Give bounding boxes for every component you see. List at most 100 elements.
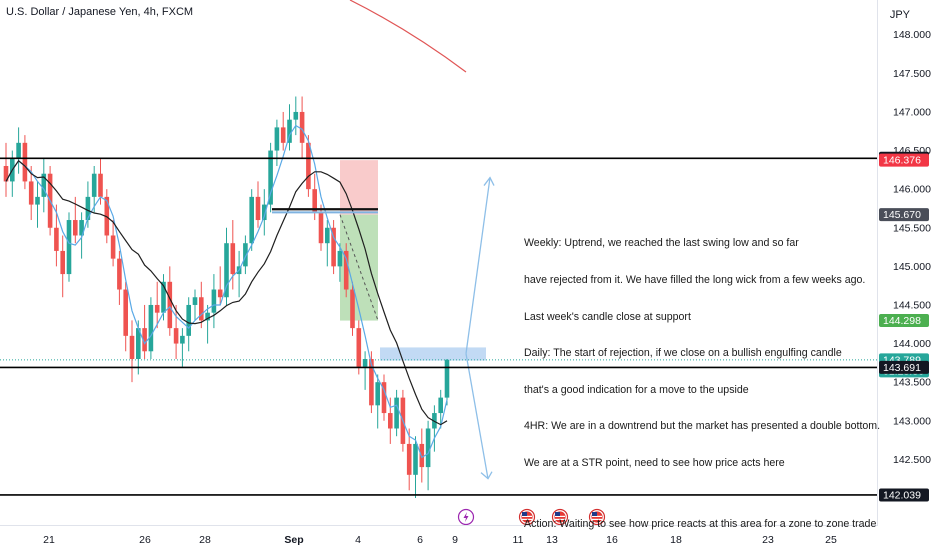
- price-label[interactable]: 143.691: [879, 360, 929, 374]
- candle[interactable]: [16, 142, 21, 159]
- slow-moving-average: [5, 159, 448, 426]
- candle[interactable]: [66, 220, 72, 275]
- trade-annotation[interactable]: Weekly: Uptrend, we reached the last swi…: [524, 213, 880, 542]
- annotation-line: have rejected from it. We have filled th…: [524, 274, 866, 287]
- candle[interactable]: [318, 212, 324, 244]
- arrow-down-icon: [480, 471, 493, 480]
- candle[interactable]: [356, 328, 362, 367]
- candle[interactable]: [343, 250, 349, 290]
- candle[interactable]: [192, 297, 198, 305]
- candle[interactable]: [375, 382, 380, 406]
- candle[interactable]: [369, 359, 374, 406]
- y-tick-label: 147.500: [893, 68, 931, 80]
- candle[interactable]: [217, 289, 223, 298]
- price-label-layer: 146.400146.376145.670144.298143.78901:28…: [879, 151, 929, 502]
- candle[interactable]: [388, 413, 393, 429]
- candle[interactable]: [337, 250, 343, 267]
- candle[interactable]: [362, 359, 368, 367]
- price-label[interactable]: 146.376: [879, 153, 929, 167]
- risk-box[interactable]: [340, 160, 378, 215]
- candle[interactable]: [85, 196, 91, 221]
- candle[interactable]: [224, 243, 229, 298]
- candle[interactable]: [98, 173, 103, 197]
- candle[interactable]: [199, 297, 204, 321]
- candle[interactable]: [438, 397, 443, 414]
- price-label-bg: [879, 208, 929, 222]
- flag-icon-stripe: [522, 515, 532, 517]
- candle[interactable]: [60, 250, 65, 275]
- candle[interactable]: [312, 189, 317, 213]
- us-flag-event-icon[interactable]: [588, 508, 606, 526]
- candle[interactable]: [129, 335, 135, 360]
- flag-icon-stripe: [592, 515, 602, 517]
- candle[interactable]: [350, 289, 355, 329]
- price-label[interactable]: 144.298: [879, 314, 929, 328]
- candle[interactable]: [287, 119, 292, 143]
- candle[interactable]: [444, 359, 450, 398]
- level-layer: [0, 157, 877, 496]
- candle[interactable]: [419, 443, 425, 468]
- candle[interactable]: [299, 111, 305, 143]
- candle[interactable]: [54, 227, 59, 251]
- candle[interactable]: [148, 304, 154, 352]
- candle[interactable]: [262, 204, 267, 221]
- candle[interactable]: [167, 281, 173, 329]
- candle[interactable]: [205, 312, 210, 321]
- x-tick-label: 11: [513, 534, 524, 546]
- candle[interactable]: [173, 328, 179, 344]
- candle[interactable]: [293, 111, 299, 120]
- candle[interactable]: [28, 181, 34, 205]
- candle[interactable]: [280, 127, 286, 143]
- candle[interactable]: [117, 258, 122, 290]
- flag-icon-canton: [522, 512, 527, 516]
- flag-icon-stripe: [592, 518, 602, 520]
- candle[interactable]: [425, 428, 431, 468]
- candle[interactable]: [142, 328, 147, 352]
- candle[interactable]: [331, 227, 336, 267]
- candle[interactable]: [255, 196, 261, 221]
- overlay-layer: [0, 160, 877, 480]
- candle[interactable]: [22, 142, 28, 182]
- currency-label[interactable]: JPY: [889, 9, 910, 21]
- candle[interactable]: [79, 220, 84, 236]
- price-axis-divider: [877, 0, 878, 526]
- candle[interactable]: [110, 235, 116, 259]
- candle[interactable]: [274, 127, 280, 151]
- candle[interactable]: [180, 335, 185, 344]
- candle[interactable]: [186, 304, 191, 336]
- price-label[interactable]: 142.039: [879, 488, 929, 502]
- demand-zone[interactable]: [380, 347, 486, 361]
- candle[interactable]: [249, 196, 254, 244]
- candle[interactable]: [35, 196, 40, 205]
- candle[interactable]: [381, 382, 387, 414]
- flag-icon-stripe: [522, 518, 532, 520]
- candle[interactable]: [91, 173, 97, 197]
- candle[interactable]: [230, 243, 236, 275]
- price-label[interactable]: 145.670: [879, 208, 929, 222]
- candle[interactable]: [394, 397, 399, 429]
- candle[interactable]: [136, 328, 141, 360]
- annotation-line: Weekly: Uptrend, we reached the last swi…: [524, 237, 799, 250]
- y-tick-label: 143.500: [893, 377, 931, 389]
- candle[interactable]: [41, 173, 47, 197]
- candle[interactable]: [123, 289, 128, 336]
- candle[interactable]: [268, 150, 273, 205]
- x-tick-label: 4: [355, 534, 361, 546]
- y-tick-label: 144.500: [893, 299, 931, 311]
- candle-layer: [3, 96, 450, 498]
- y-tick-label: 145.500: [893, 222, 931, 234]
- candle[interactable]: [211, 289, 217, 313]
- candle[interactable]: [406, 443, 412, 475]
- candle[interactable]: [73, 220, 78, 236]
- us-flag-event-icon[interactable]: [518, 508, 536, 526]
- candle[interactable]: [3, 165, 9, 182]
- us-flag-event-icon[interactable]: [551, 508, 569, 526]
- candle[interactable]: [325, 227, 330, 244]
- candle[interactable]: [413, 443, 418, 475]
- candle[interactable]: [243, 243, 248, 267]
- candle[interactable]: [154, 304, 160, 313]
- lightning-event-icon[interactable]: [457, 508, 475, 526]
- candle[interactable]: [161, 281, 166, 313]
- candle[interactable]: [306, 142, 311, 190]
